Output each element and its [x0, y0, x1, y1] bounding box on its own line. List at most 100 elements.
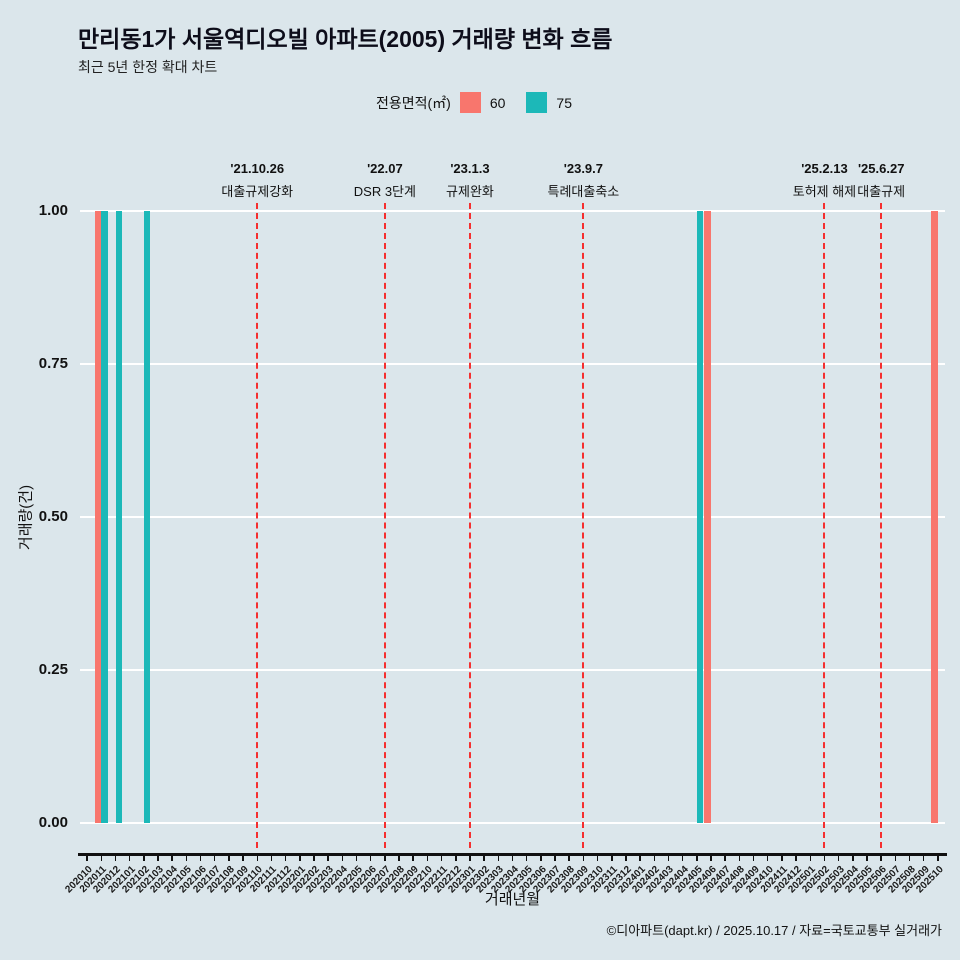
legend-item-60: 60 [489, 94, 506, 111]
event-line [383, 203, 386, 848]
y-tick-label: 0.25 [38, 661, 68, 678]
gridline [80, 822, 945, 824]
x-tick [880, 855, 882, 861]
event-line [823, 203, 826, 848]
x-tick [781, 855, 783, 861]
y-axis-title: 거래량(건) [17, 484, 35, 551]
event-label: 특례대출축소 [547, 184, 620, 199]
x-tick [596, 855, 599, 861]
x-tick [554, 855, 556, 861]
x-tick [667, 855, 670, 861]
y-tick-label: 0.75 [38, 355, 68, 372]
x-tick [724, 855, 726, 861]
x-tick [738, 855, 741, 861]
x-axis-title: 거래년월 [484, 891, 541, 908]
x-tick [369, 855, 372, 861]
y-tick-label: 0.50 [38, 508, 68, 525]
x-tick [100, 855, 103, 861]
x-tick [568, 855, 570, 861]
event-label: DSR 3단계 [353, 184, 416, 199]
x-axis-line [78, 853, 947, 856]
x-tick [469, 855, 471, 861]
x-tick [525, 855, 528, 861]
chart-subtitle: 최근 5년 한정 확대 차트 [78, 59, 218, 75]
x-tick [866, 855, 868, 861]
event-line [880, 203, 883, 848]
x-tick [894, 855, 897, 861]
x-tick [582, 855, 585, 861]
x-tick [710, 855, 712, 861]
x-tick [440, 855, 443, 861]
x-tick [497, 855, 500, 861]
x-tick [86, 855, 88, 861]
x-tick [299, 855, 301, 861]
x-tick [795, 855, 797, 861]
x-tick [766, 855, 769, 861]
event-date: '23.1.3 [450, 161, 490, 176]
x-tick [270, 855, 273, 861]
x-tick [355, 855, 358, 861]
x-tick [837, 855, 840, 861]
bar-75-202011 [101, 211, 108, 823]
bar-75-202405 [697, 211, 704, 823]
event-date: '25.2.13 [801, 161, 848, 176]
event-label: 규제완화 [446, 184, 494, 199]
gridline [80, 210, 945, 212]
legend-title: 전용면적(㎡) [375, 94, 451, 111]
x-tick [256, 855, 258, 861]
x-tick [611, 855, 613, 861]
x-tick [213, 855, 216, 861]
x-tick [185, 855, 188, 861]
event-label: 대출규제강화 [221, 184, 294, 199]
gridline [80, 363, 945, 365]
gridline [80, 516, 945, 518]
y-tick-label: 1.00 [38, 202, 68, 219]
x-tick [199, 855, 202, 861]
event-line [256, 203, 259, 848]
x-tick [412, 855, 414, 861]
x-tick [922, 855, 925, 861]
event-date: '23.9.7 [563, 161, 604, 176]
source-credit: ©디아파트(dapt.kr) / 2025.10.17 / 자료=국토교통부 실… [606, 923, 942, 938]
chart-title: 만리동1가 서울역디오빌 아파트(2005) 거래량 변화 흐름 [78, 26, 613, 52]
x-tick [171, 855, 173, 861]
bar-75-202012 [115, 211, 123, 823]
x-tick [540, 855, 542, 861]
x-tick [114, 855, 117, 861]
event-label: 대출규제 [857, 184, 906, 199]
x-tick [426, 855, 429, 861]
event-date: '22.07 [367, 161, 403, 176]
x-tick [696, 855, 698, 861]
bar-60-202011 [94, 211, 102, 823]
x-tick [625, 855, 627, 861]
x-tick [143, 855, 145, 861]
x-tick [284, 855, 287, 861]
legend-item-75: 75 [556, 94, 572, 111]
x-tick [823, 855, 826, 861]
x-tick [809, 855, 812, 861]
bar-75-202102 [144, 211, 151, 823]
x-tick [327, 855, 329, 861]
legend: 전용면적(㎡) 60 75 [0, 92, 960, 113]
x-tick [852, 855, 854, 861]
legend-swatch-60 [459, 92, 481, 113]
x-tick [752, 855, 755, 861]
x-tick [511, 855, 514, 861]
event-date: '21.10.26 [230, 161, 285, 176]
x-tick [483, 855, 485, 861]
event-line [582, 203, 585, 848]
x-tick [341, 855, 344, 861]
gridline [80, 669, 945, 671]
event-line [468, 203, 471, 848]
x-tick [639, 855, 641, 861]
x-tick [313, 855, 315, 861]
legend-swatch-75 [526, 92, 548, 113]
x-tick [157, 855, 159, 861]
event-date: '25.6.27 [857, 161, 905, 176]
x-tick [937, 855, 939, 861]
x-tick [398, 855, 400, 861]
x-tick [653, 855, 656, 861]
x-tick [455, 855, 457, 861]
